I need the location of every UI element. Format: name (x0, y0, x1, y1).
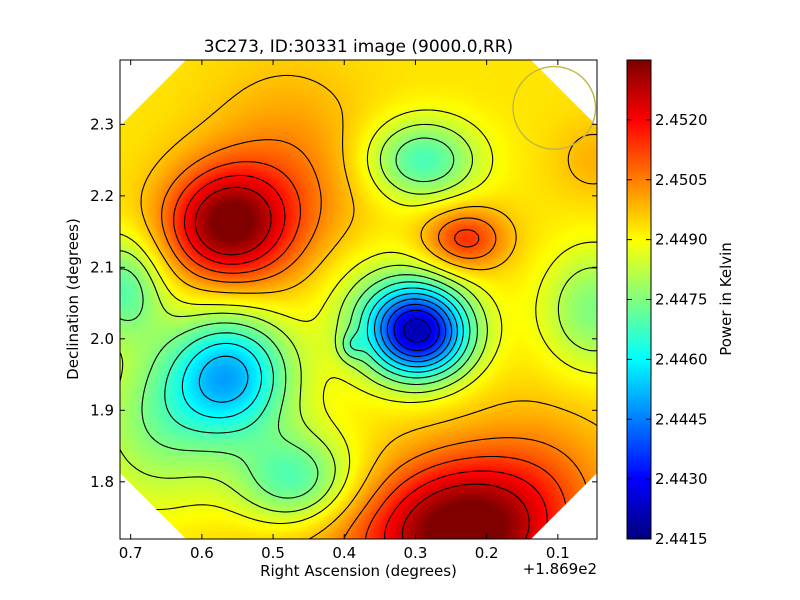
x-tick-label: 0.4 (332, 544, 356, 562)
colorbar-tick-label: 2.4415 (655, 530, 708, 548)
contour-level-8 (120, 123, 597, 513)
chart-title: 3C273, ID:30331 image (9000.0,RR) (204, 37, 513, 57)
y-tick-label: 2.2 (90, 187, 114, 205)
y-tick-label: 1.8 (90, 473, 114, 491)
contour-level-7 (120, 137, 478, 499)
contour-level-12 (173, 161, 567, 539)
x-axis-label: Right Ascension (degrees) (260, 562, 457, 580)
contour-level-5 (181, 287, 464, 419)
x-tick-label: 0.2 (475, 544, 499, 562)
contour-level-0 (403, 318, 431, 343)
colorbar-tick-label: 2.4505 (655, 171, 708, 189)
colorbar-tick-label: 2.4430 (655, 470, 708, 488)
colorbar-tick-label: 2.4445 (655, 410, 708, 428)
y-axis: 1.8 1.9 2.0 2.1 2.2 2.3 (90, 115, 597, 491)
colorbar-tick-label: 2.4475 (655, 291, 708, 309)
contour-level-3 (380, 298, 453, 363)
contour-level-4 (198, 292, 458, 403)
colorbar: 2.4415 2.4430 2.4445 2.4460 2.4475 2.4490 2.45… (626, 59, 735, 548)
y-tick-label: 1.9 (90, 401, 114, 419)
contour-level-2 (386, 303, 447, 357)
x-tick-label: 0.7 (119, 544, 143, 562)
x-tick-label: 0.1 (546, 544, 570, 562)
x-tick-label: 0.6 (190, 544, 214, 562)
x-axis-offset-label: +1.869e2 (523, 560, 597, 578)
colorbar-tick-label: 2.4520 (655, 111, 708, 129)
colorbar-label: Power in Kelvin (717, 242, 735, 356)
colorbar-tick-label: 2.4460 (655, 350, 708, 368)
contour-level-6 (164, 281, 471, 434)
contour-level-11 (161, 139, 591, 539)
contour-level-1 (393, 309, 440, 352)
y-tick-label: 2.3 (90, 115, 114, 133)
y-tick-label: 2.0 (90, 330, 114, 348)
contour-level-13 (183, 174, 548, 539)
x-tick-label: 0.3 (404, 544, 428, 562)
x-axis: 0.7 0.6 0.5 0.4 0.3 0.2 0.1 (119, 60, 570, 562)
contour-level-9 (120, 109, 597, 525)
plot-area (119, 59, 598, 540)
contour-level-14 (194, 186, 530, 539)
x-tick-label: 0.5 (261, 544, 285, 562)
contour-level-10 (140, 74, 597, 539)
contour-lines (120, 74, 597, 539)
y-tick-label: 2.1 (90, 258, 114, 276)
beam-circle (512, 65, 597, 150)
y-axis-label: Declination (degrees) (64, 218, 82, 380)
colorbar-ticks: 2.4415 2.4430 2.4445 2.4460 2.4475 2.4490 2.45… (627, 111, 708, 548)
colorbar-tick-label: 2.4490 (655, 231, 708, 249)
axes-frame (119, 59, 598, 540)
